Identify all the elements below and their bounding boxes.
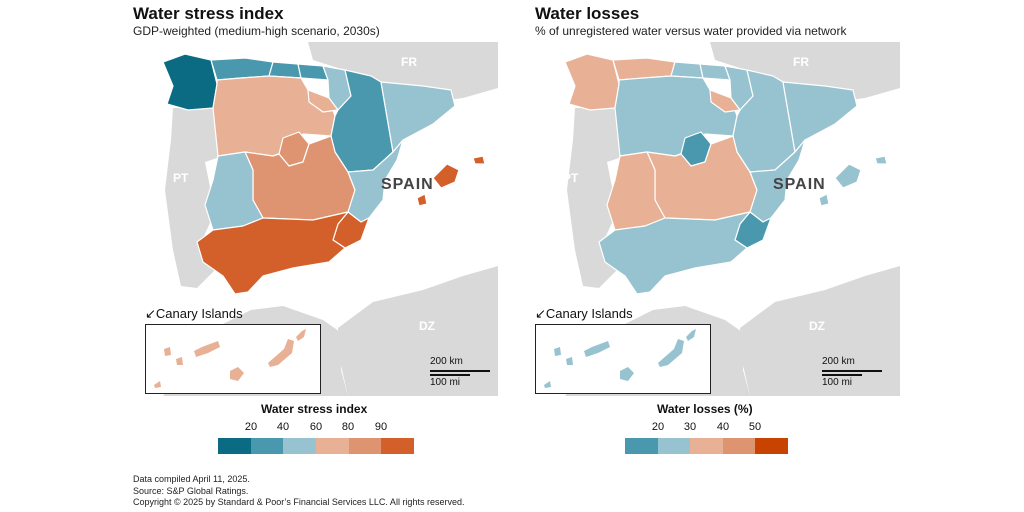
region-castilla-leon xyxy=(212,75,336,157)
portugal-shape xyxy=(165,108,225,288)
region-catalonia xyxy=(782,81,858,153)
portugal-shape xyxy=(567,108,627,288)
region-balearic-islands xyxy=(818,155,888,207)
canary-islands-label: ↙Canary Islands xyxy=(535,306,633,321)
legend-swatch xyxy=(755,438,788,454)
canary-islands-inset xyxy=(145,324,321,394)
legend-swatch xyxy=(625,438,658,454)
africa-shape xyxy=(740,266,900,396)
legend-color-scale xyxy=(625,438,788,454)
scale-mi-bar xyxy=(430,374,470,376)
france-shape xyxy=(710,42,900,102)
scale-mi-label: 100 mi xyxy=(430,377,461,388)
portugal-label: PT xyxy=(563,171,579,185)
legend-swatch xyxy=(690,438,723,454)
spain-regions xyxy=(162,53,486,295)
legend-tick: 90 xyxy=(374,421,388,433)
africa-shape xyxy=(338,266,498,396)
country-label: SPAIN xyxy=(773,176,826,193)
panel-subtitle: % of unregistered water versus water pro… xyxy=(535,24,847,38)
algeria-label: DZ xyxy=(809,319,825,333)
region-andalusia xyxy=(196,211,349,295)
region-catalonia xyxy=(380,81,456,153)
legend-swatch xyxy=(218,438,251,454)
scale-km-bar xyxy=(430,370,490,372)
legend-tick: 40 xyxy=(716,421,730,433)
region-valencia xyxy=(347,139,404,223)
legend-tick: 80 xyxy=(341,421,355,433)
legend-tick: 20 xyxy=(244,421,258,433)
region-la-rioja xyxy=(709,89,741,113)
region-canary-islands xyxy=(154,329,306,388)
scale-km-label: 200 km xyxy=(430,356,463,367)
scale-km-label: 200 km xyxy=(822,356,855,367)
region-cantabria xyxy=(670,61,704,79)
region-galicia xyxy=(162,53,218,111)
portugal-label: PT xyxy=(173,171,189,185)
legend-tick: 60 xyxy=(309,421,323,433)
country-label: SPAIN xyxy=(381,176,434,193)
legend-title: Water losses (%) xyxy=(657,402,753,416)
region-balearic-islands xyxy=(416,155,486,207)
france-label: FR xyxy=(793,55,809,69)
france-shape xyxy=(308,42,498,102)
footer-notes: Data compiled April 11, 2025. Source: S&… xyxy=(133,474,464,509)
scale-mi-bar xyxy=(822,374,862,376)
region-andalusia xyxy=(598,211,751,295)
water-stress-panel: Water stress index GDP-weighted (medium-… xyxy=(133,0,503,512)
legend-swatch xyxy=(348,438,382,454)
legend-tick: 50 xyxy=(748,421,762,433)
legend-ticks: 20 30 40 50 xyxy=(625,421,788,435)
region-galicia xyxy=(564,53,620,111)
legend-title: Water stress index xyxy=(261,402,368,416)
water-losses-panel: Water losses % of unregistered water ver… xyxy=(535,0,905,512)
legend-swatch xyxy=(381,438,415,454)
canary-islands-map xyxy=(544,329,696,388)
footer-source: Source: S&P Global Ratings. xyxy=(133,485,249,496)
legend-swatch xyxy=(316,438,349,454)
legend-tick: 40 xyxy=(276,421,290,433)
panel-title: Water losses xyxy=(535,4,640,23)
region-canary-islands xyxy=(544,329,696,388)
scale-mi-label: 100 mi xyxy=(822,377,853,388)
algeria-label: DZ xyxy=(419,319,435,333)
canary-islands-map xyxy=(154,329,306,388)
panel-title: Water stress index xyxy=(133,4,284,23)
legend-tick: 30 xyxy=(683,421,697,433)
legend-color-scale xyxy=(218,438,415,454)
spain-regions xyxy=(564,53,888,295)
legend-tick: 20 xyxy=(651,421,665,433)
legend-swatch xyxy=(250,438,284,454)
region-castilla-leon xyxy=(614,75,738,157)
legend-swatch xyxy=(283,438,317,454)
france-label: FR xyxy=(401,55,417,69)
scale-km-bar xyxy=(822,370,882,372)
region-cantabria xyxy=(268,61,302,79)
region-la-rioja xyxy=(307,89,339,113)
legend-ticks: 20 40 60 80 90 xyxy=(218,421,414,435)
canary-islands-inset xyxy=(535,324,711,394)
footer-copyright: Copyright © 2025 by Standard & Poor’s Fi… xyxy=(133,497,465,507)
legend-swatch xyxy=(722,438,756,454)
canary-islands-label: ↙Canary Islands xyxy=(145,306,243,321)
region-valencia xyxy=(749,139,806,223)
panel-subtitle: GDP-weighted (medium-high scenario, 2030… xyxy=(133,24,380,38)
footer-date: Data compiled April 11, 2025. xyxy=(133,474,250,484)
legend-swatch xyxy=(657,438,691,454)
